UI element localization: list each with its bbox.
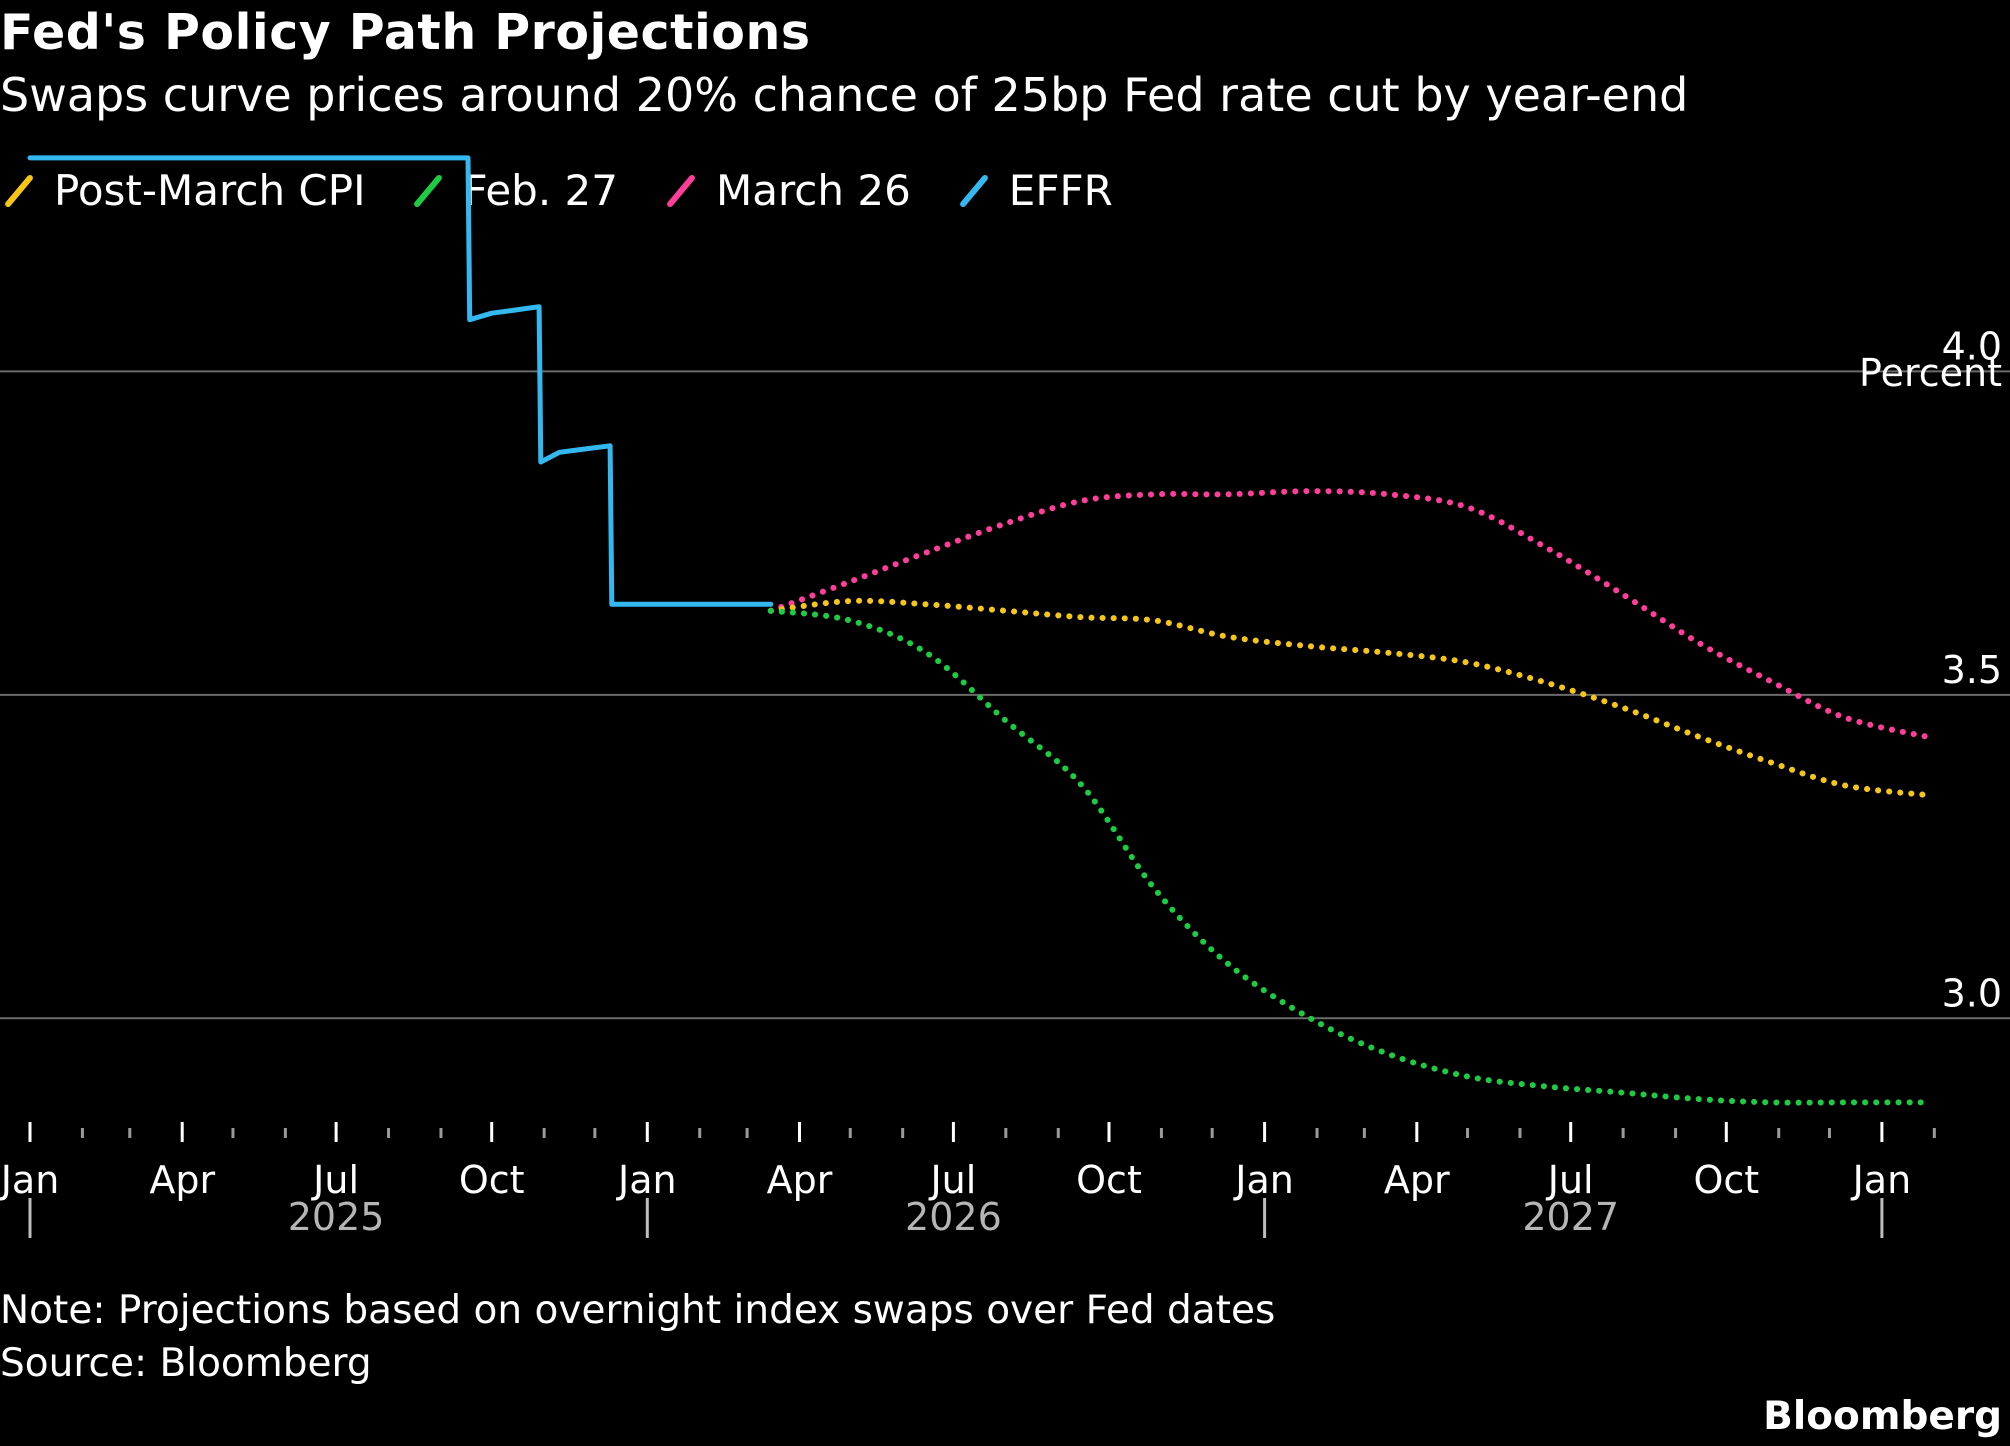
x-tick-label: Jan xyxy=(1233,1158,1294,1202)
x-tick-label: Oct xyxy=(459,1158,525,1202)
legend: Post-March CPI Feb. 27 March 26 EFFR xyxy=(0,163,1157,217)
legend-label: Post-March CPI xyxy=(54,165,366,215)
legend-label: EFFR xyxy=(1008,165,1113,215)
grid xyxy=(0,370,2010,1020)
legend-item-effr: EFFR xyxy=(955,166,1113,215)
y-tick-label: 3.0 xyxy=(1942,971,2002,1015)
line-chart: Percent 3.0 3.5 4.0 Jan Apr Jul Oct Jan Apr Jul O… xyxy=(0,155,2010,1239)
x-tick-label: Oct xyxy=(1693,1158,1759,1202)
chart-title: Fed's Policy Path Projections xyxy=(0,4,811,61)
legend-item-march-26: March 26 xyxy=(662,166,911,215)
legend-label: March 26 xyxy=(715,165,911,215)
series-line-post-march-cpi xyxy=(767,597,1931,799)
chart-note: Note: Projections based on overnight ind… xyxy=(0,1288,1276,1333)
brand-logo: Bloomberg xyxy=(1763,1394,2002,1439)
series-line-effr xyxy=(27,155,774,607)
x-tick-label: Jan xyxy=(0,1158,59,1202)
x-tick-label: Apr xyxy=(767,1158,833,1202)
chart-source: Source: Bloomberg xyxy=(0,1341,372,1386)
x-axis: Jan Apr Jul Oct Jan Apr Jul Oct Jan Apr Jul Oct Jan 2… xyxy=(0,1122,1936,1239)
y-axis-label: Percent xyxy=(1859,351,2002,395)
series-line-feb-27 xyxy=(767,607,1931,1106)
legend-item-feb-27: Feb. 27 xyxy=(409,166,618,215)
chart-subtitle: Swaps curve prices around 20% chance of … xyxy=(0,68,1689,122)
series-line-march-26 xyxy=(767,488,1931,740)
x-year-label: 2026 xyxy=(905,1195,1002,1239)
legend-label: Feb. 27 xyxy=(463,165,618,215)
x-tick-label: Jul xyxy=(928,1158,976,1202)
y-tick-label: 3.5 xyxy=(1942,648,2002,692)
x-year-label: 2025 xyxy=(288,1195,385,1239)
legend-item-post-march-cpi: Post-March CPI xyxy=(0,166,365,215)
x-tick-label: Jan xyxy=(616,1158,677,1202)
y-tick-label: 4.0 xyxy=(1942,324,2002,368)
series-group xyxy=(27,155,1931,1106)
x-year-label: 2027 xyxy=(1522,1195,1619,1239)
x-tick-label: Jan xyxy=(1851,1158,1912,1202)
x-tick-label: Oct xyxy=(1076,1158,1142,1202)
x-tick-label: Jul xyxy=(311,1158,359,1202)
x-tick-label: Jul xyxy=(1546,1158,1594,1202)
y-axis: Percent 3.0 3.5 4.0 xyxy=(1859,324,2002,1015)
x-tick-label: Apr xyxy=(1384,1158,1450,1202)
x-tick-label: Apr xyxy=(149,1158,215,1202)
